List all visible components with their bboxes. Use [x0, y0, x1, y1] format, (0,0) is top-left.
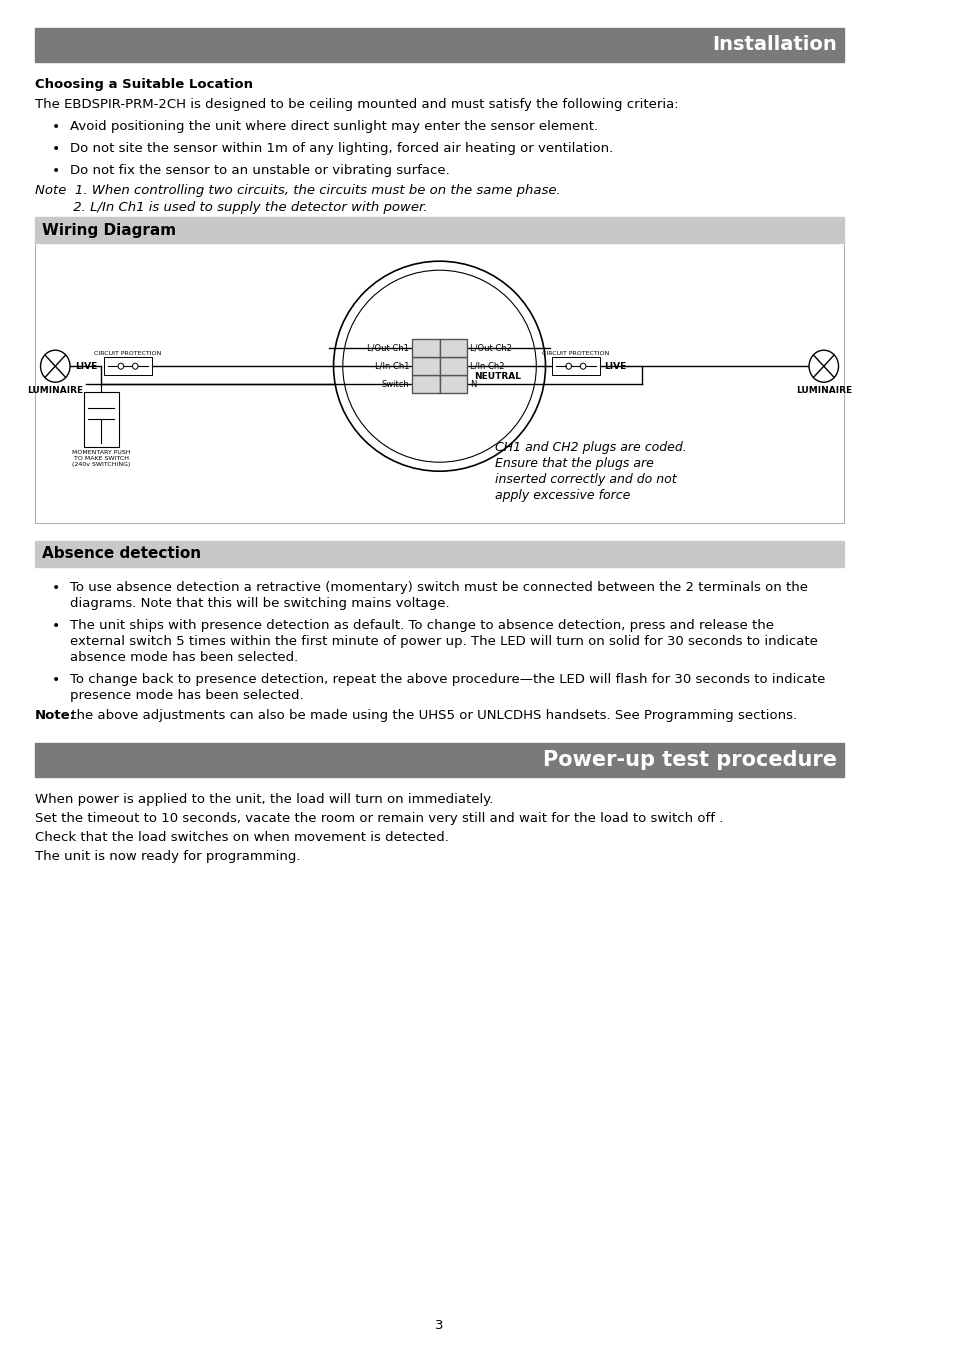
Text: Installation: Installation — [711, 35, 836, 54]
Text: L/In Ch2: L/In Ch2 — [470, 362, 504, 371]
Text: Note:: Note: — [35, 709, 76, 722]
Text: To use absence detection a retractive (momentary) switch must be connected betwe: To use absence detection a retractive (m… — [70, 580, 807, 594]
Text: the above adjustments can also be made using the UHS5 or UNLCDHS handsets. See P: the above adjustments can also be made u… — [68, 709, 797, 722]
Text: Check that the load switches on when movement is detected.: Check that the load switches on when mov… — [35, 832, 449, 844]
Bar — [35, 743, 843, 778]
Bar — [35, 217, 843, 243]
Bar — [552, 358, 599, 375]
Text: Absence detection: Absence detection — [42, 547, 201, 562]
Bar — [439, 375, 467, 393]
Text: diagrams. Note that this will be switching mains voltage.: diagrams. Note that this will be switchi… — [70, 597, 449, 610]
Circle shape — [40, 350, 70, 382]
Bar — [35, 541, 843, 567]
Text: The unit is now ready for programming.: The unit is now ready for programming. — [35, 850, 300, 863]
Bar — [35, 243, 843, 522]
Text: Wiring Diagram: Wiring Diagram — [42, 223, 176, 238]
Text: N: N — [470, 379, 476, 389]
Text: Do not fix the sensor to an unstable or vibrating surface.: Do not fix the sensor to an unstable or … — [70, 163, 449, 177]
Text: MOMENTARY PUSH: MOMENTARY PUSH — [72, 450, 131, 455]
Text: TO MAKE SWITCH: TO MAKE SWITCH — [73, 456, 129, 462]
Text: 3: 3 — [435, 1319, 443, 1332]
Text: Choosing a Suitable Location: Choosing a Suitable Location — [35, 78, 253, 90]
Bar — [35, 28, 843, 62]
Text: Note  1. When controlling two circuits, the circuits must be on the same phase.: Note 1. When controlling two circuits, t… — [35, 184, 560, 197]
Bar — [439, 339, 467, 358]
Circle shape — [132, 363, 138, 369]
Text: presence mode has been selected.: presence mode has been selected. — [70, 688, 303, 702]
Text: Power-up test procedure: Power-up test procedure — [542, 751, 836, 769]
Bar — [439, 358, 467, 375]
Text: The unit ships with presence detection as default. To change to absence detectio: The unit ships with presence detection a… — [70, 620, 773, 632]
Text: (240v SWITCHING): (240v SWITCHING) — [72, 462, 131, 467]
Bar — [412, 375, 439, 393]
Text: LUMINAIRE: LUMINAIRE — [28, 386, 83, 396]
Text: Ensure that the plugs are: Ensure that the plugs are — [495, 458, 653, 470]
Text: CIRCUIT PROTECTION: CIRCUIT PROTECTION — [541, 351, 609, 356]
Circle shape — [118, 363, 124, 369]
Bar — [104, 358, 152, 375]
Text: •: • — [51, 580, 60, 595]
Text: NEUTRAL: NEUTRAL — [474, 373, 521, 381]
Text: CH1 and CH2 plugs are coded.: CH1 and CH2 plugs are coded. — [495, 441, 686, 454]
Text: L/Out Ch1: L/Out Ch1 — [367, 344, 409, 352]
Bar — [84, 393, 119, 447]
Text: (IF REQUIRED): (IF REQUIRED) — [106, 358, 151, 362]
Text: (IF REQUIRED): (IF REQUIRED) — [553, 358, 598, 362]
Text: external switch 5 times within the first minute of power up. The LED will turn o: external switch 5 times within the first… — [70, 634, 817, 648]
Text: LUMINAIRE: LUMINAIRE — [795, 386, 851, 396]
Text: absence mode has been selected.: absence mode has been selected. — [70, 651, 298, 664]
Text: •: • — [51, 620, 60, 633]
Circle shape — [565, 363, 571, 369]
Circle shape — [579, 363, 585, 369]
Text: L/Out Ch2: L/Out Ch2 — [470, 344, 511, 352]
Text: Switch: Switch — [381, 379, 409, 389]
Text: L/In Ch1: L/In Ch1 — [375, 362, 409, 371]
Text: When power is applied to the unit, the load will turn on immediately.: When power is applied to the unit, the l… — [35, 792, 493, 806]
Text: Avoid positioning the unit where direct sunlight may enter the sensor element.: Avoid positioning the unit where direct … — [70, 120, 598, 134]
Text: To change back to presence detection, repeat the above procedure—the LED will fl: To change back to presence detection, re… — [70, 674, 824, 686]
Text: •: • — [51, 142, 60, 157]
Text: •: • — [51, 674, 60, 687]
Text: apply excessive force: apply excessive force — [495, 489, 630, 502]
Text: Do not site the sensor within 1m of any lighting, forced air heating or ventilat: Do not site the sensor within 1m of any … — [70, 142, 613, 155]
Circle shape — [808, 350, 838, 382]
Text: •: • — [51, 120, 60, 134]
Text: 2. L/In Ch1 is used to supply the detector with power.: 2. L/In Ch1 is used to supply the detect… — [35, 201, 427, 215]
Text: CIRCUIT PROTECTION: CIRCUIT PROTECTION — [94, 351, 162, 356]
Text: inserted correctly and do not: inserted correctly and do not — [495, 472, 676, 486]
Text: LIVE: LIVE — [75, 362, 98, 371]
Text: The EBDSPIR-PRM-2CH is designed to be ceiling mounted and must satisfy the follo: The EBDSPIR-PRM-2CH is designed to be ce… — [35, 99, 678, 111]
Bar — [412, 358, 439, 375]
Text: Set the timeout to 10 seconds, vacate the room or remain very still and wait for: Set the timeout to 10 seconds, vacate th… — [35, 811, 722, 825]
Bar — [412, 339, 439, 358]
Text: LIVE: LIVE — [604, 362, 626, 371]
Text: •: • — [51, 163, 60, 178]
